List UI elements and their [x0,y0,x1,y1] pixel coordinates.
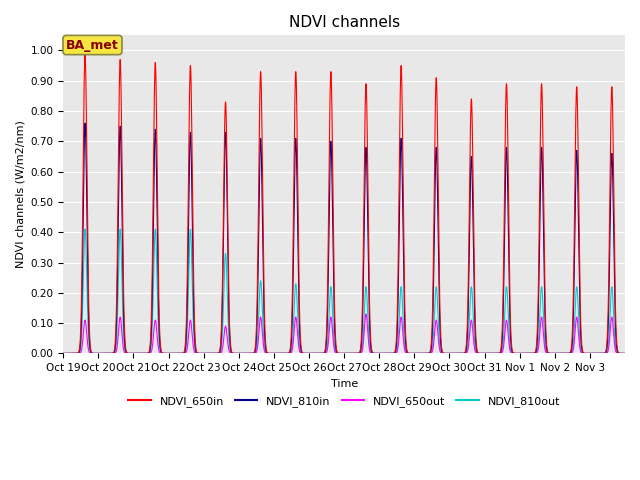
NDVI_810in [502,167,509,173]
Text: BA_met: BA_met [66,38,119,51]
NDVI_810out [175,350,182,356]
Line: NDVI_810out: NDVI_810out [63,229,625,353]
NDVI_810in [536,255,543,261]
NDVI_810in [81,120,89,126]
NDVI_650in [615,350,623,356]
NDVI_810in [621,350,629,356]
NDVI_810out [60,350,67,356]
NDVI_650out [621,350,629,356]
Title: NDVI channels: NDVI channels [289,15,400,30]
NDVI_650out [362,311,370,317]
NDVI_650in [502,108,509,113]
NDVI_810in [60,350,67,356]
Line: NDVI_810in: NDVI_810in [63,123,625,353]
NDVI_650in [536,216,543,222]
Line: NDVI_650out: NDVI_650out [63,314,625,353]
NDVI_650out [615,350,623,356]
NDVI_810out [621,350,629,356]
NDVI_650in [81,50,89,56]
NDVI_810out [81,227,89,232]
NDVI_810out [417,350,424,356]
NDVI_650in [417,350,424,356]
NDVI_810out [466,306,474,312]
NDVI_650out [536,337,543,343]
NDVI_810in [615,350,623,356]
NDVI_650out [175,350,182,356]
Line: NDVI_650in: NDVI_650in [63,53,625,353]
NDVI_650in [621,350,629,356]
NDVI_650in [466,168,474,174]
NDVI_810out [536,323,543,328]
NDVI_810in [417,350,424,356]
NDVI_650in [175,350,182,356]
NDVI_810in [175,350,182,356]
NDVI_650in [60,350,67,356]
NDVI_810out [615,350,623,356]
NDVI_650out [417,350,424,356]
NDVI_650out [60,350,67,356]
NDVI_810in [466,215,474,220]
NDVI_810out [502,292,509,298]
NDVI_650out [502,322,509,327]
Legend: NDVI_650in, NDVI_810in, NDVI_650out, NDVI_810out: NDVI_650in, NDVI_810in, NDVI_650out, NDV… [124,392,564,411]
Y-axis label: NDVI channels (W/m2/nm): NDVI channels (W/m2/nm) [15,120,25,268]
X-axis label: Time: Time [330,379,358,389]
NDVI_650out [466,330,474,336]
